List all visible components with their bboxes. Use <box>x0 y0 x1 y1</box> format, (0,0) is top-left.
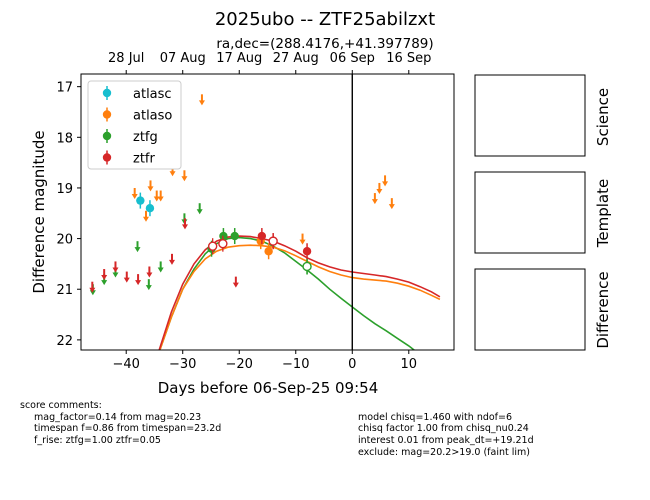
legend-box <box>87 80 182 170</box>
upper-limit-atlaso <box>142 210 149 222</box>
top-date-label: 27 Aug <box>273 51 319 66</box>
upper-limit-ztfg <box>134 241 141 253</box>
legend-label: atlaso <box>133 109 172 124</box>
upper-limit-atlaso <box>157 190 164 202</box>
chart-subtitle: ra,dec=(288.4176,+41.397789) <box>216 36 433 52</box>
upper-limit-atlaso <box>147 180 154 192</box>
upper-limit-ztfr <box>89 281 96 293</box>
upper-limit-atlaso <box>181 170 188 182</box>
template-label: Template <box>594 179 612 248</box>
comment-right-2: chisq factor 1.00 from chisq_nu0.24 <box>358 423 529 434</box>
x-tick-label: −10 <box>282 357 309 372</box>
upper-limit-atlaso <box>388 198 395 210</box>
x-tick-label: −30 <box>169 357 196 372</box>
detection-atlaso <box>264 243 273 260</box>
difference-label: Difference <box>594 271 612 348</box>
y-tick-label: 18 <box>56 131 73 146</box>
upper-limit-atlaso <box>382 175 389 187</box>
comment-right-4: exclude: mag=20.2>19.0 (faint lim) <box>358 447 530 458</box>
plot-frame <box>80 73 455 351</box>
x-tick-label: −40 <box>112 357 139 372</box>
legend-label: ztfr <box>133 152 155 167</box>
top-date-label: 07 Aug <box>160 51 206 66</box>
upper-limit-ztfg <box>157 261 164 273</box>
upper-limit-ztfg <box>145 279 152 291</box>
y-tick-label: 22 <box>56 334 73 349</box>
model-curve-atlaso <box>159 244 441 350</box>
upper-limit-ztfr <box>146 266 153 278</box>
upper-limit-ztfr <box>232 276 239 288</box>
open-detection-ztfg <box>302 258 312 275</box>
x-tick-label: 10 <box>401 357 418 372</box>
upper-limit-ztfg <box>196 203 203 215</box>
detection-atlasc <box>145 200 155 217</box>
legend-entry-ztfg: ztfg <box>102 129 158 145</box>
template-panel <box>474 171 586 254</box>
x-tick-label: 0 <box>348 357 356 372</box>
x-axis-label: Days before 06-Sep-25 09:54 <box>158 379 379 397</box>
x-tick-label: −20 <box>226 357 253 372</box>
y-tick-label: 19 <box>56 182 73 197</box>
model-curve-ztfr <box>158 235 441 350</box>
detection-ztfg <box>230 228 239 245</box>
open-detection-ztfr <box>218 235 228 252</box>
upper-limit-atlaso <box>198 94 205 106</box>
legend-label: atlasc <box>133 87 172 102</box>
comment-right-1: model chisq=1.460 with ndof=6 <box>358 412 512 423</box>
comment-right-3: interest 0.01 from peak_dt=+19.21d <box>358 435 534 446</box>
top-date-label: 16 Sep <box>386 51 431 66</box>
upper-limit-ztfr <box>112 261 119 273</box>
y-axis-label: Difference magnitude <box>30 130 48 293</box>
upper-limit-atlaso <box>131 188 138 200</box>
detection-ztfr <box>302 243 312 260</box>
detection-ztfr <box>257 228 267 245</box>
upper-limit-ztfr <box>101 269 108 281</box>
legend: atlasc atlaso ztfg ztfr <box>87 80 182 170</box>
upper-limit-ztfr <box>181 218 188 230</box>
top-date-label: 28 Jul <box>108 51 144 66</box>
open-detection-ztfr <box>207 238 218 255</box>
model-curve-ztfg <box>159 236 416 350</box>
y-tick-label: 21 <box>56 283 73 298</box>
upper-limit-atlaso <box>153 190 160 202</box>
open-detection-ztfr <box>268 233 278 250</box>
top-date-label: 06 Sep <box>330 51 375 66</box>
y-tick-label: 20 <box>56 233 73 248</box>
upper-limit-ztfr <box>135 274 142 286</box>
comment-left-1: mag_factor=0.14 from mag=20.23 <box>34 412 201 423</box>
legend-entry-atlaso: atlaso <box>102 107 172 124</box>
comment-left-2: timespan f=0.86 from timespan=23.2d <box>34 423 221 434</box>
science-panel <box>474 74 586 157</box>
upper-limit-atlaso <box>371 193 378 205</box>
top-date-label: 17 Aug <box>216 51 262 66</box>
legend-label: ztfg <box>133 130 158 145</box>
difference-panel <box>474 268 586 351</box>
detection-atlasc <box>136 192 145 209</box>
chart-title: 2025ubo -- ZTF25abilzxt <box>215 9 435 30</box>
y-tick-label: 17 <box>56 81 73 96</box>
comments-header: score comments: <box>20 400 102 411</box>
plot-area <box>89 74 441 350</box>
upper-limit-atlaso <box>376 182 383 194</box>
comment-left-3: f_rise: ztfg=1.00 ztfr=0.05 <box>34 435 161 446</box>
upper-limit-atlaso <box>299 233 306 245</box>
upper-limit-ztfr <box>168 253 175 265</box>
science-label: Science <box>594 88 612 146</box>
upper-limit-ztfr <box>123 271 130 283</box>
legend-entry-atlasc: atlasc <box>102 86 172 102</box>
legend-entry-ztfr: ztfr <box>102 150 155 167</box>
